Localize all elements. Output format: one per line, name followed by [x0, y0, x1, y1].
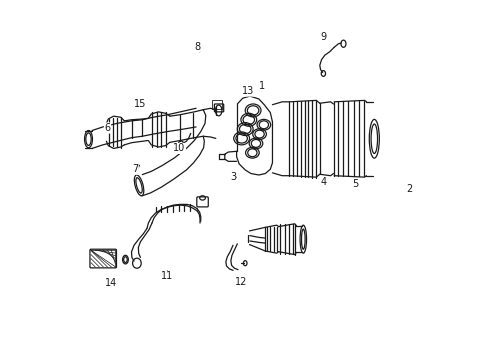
Text: 2: 2 — [406, 184, 412, 194]
Text: 8: 8 — [194, 42, 200, 51]
Text: 4: 4 — [320, 177, 326, 187]
Text: 11: 11 — [161, 271, 173, 281]
Text: 5: 5 — [352, 179, 358, 189]
Text: 6: 6 — [104, 123, 110, 133]
Text: 9: 9 — [320, 32, 326, 41]
Text: 12: 12 — [234, 277, 246, 287]
Text: 3: 3 — [229, 172, 236, 182]
Text: 13: 13 — [242, 86, 254, 96]
Text: 7: 7 — [132, 164, 138, 174]
Text: 1: 1 — [258, 81, 264, 91]
Text: 14: 14 — [105, 278, 117, 288]
Text: 15: 15 — [134, 99, 146, 109]
Text: 10: 10 — [173, 143, 185, 153]
